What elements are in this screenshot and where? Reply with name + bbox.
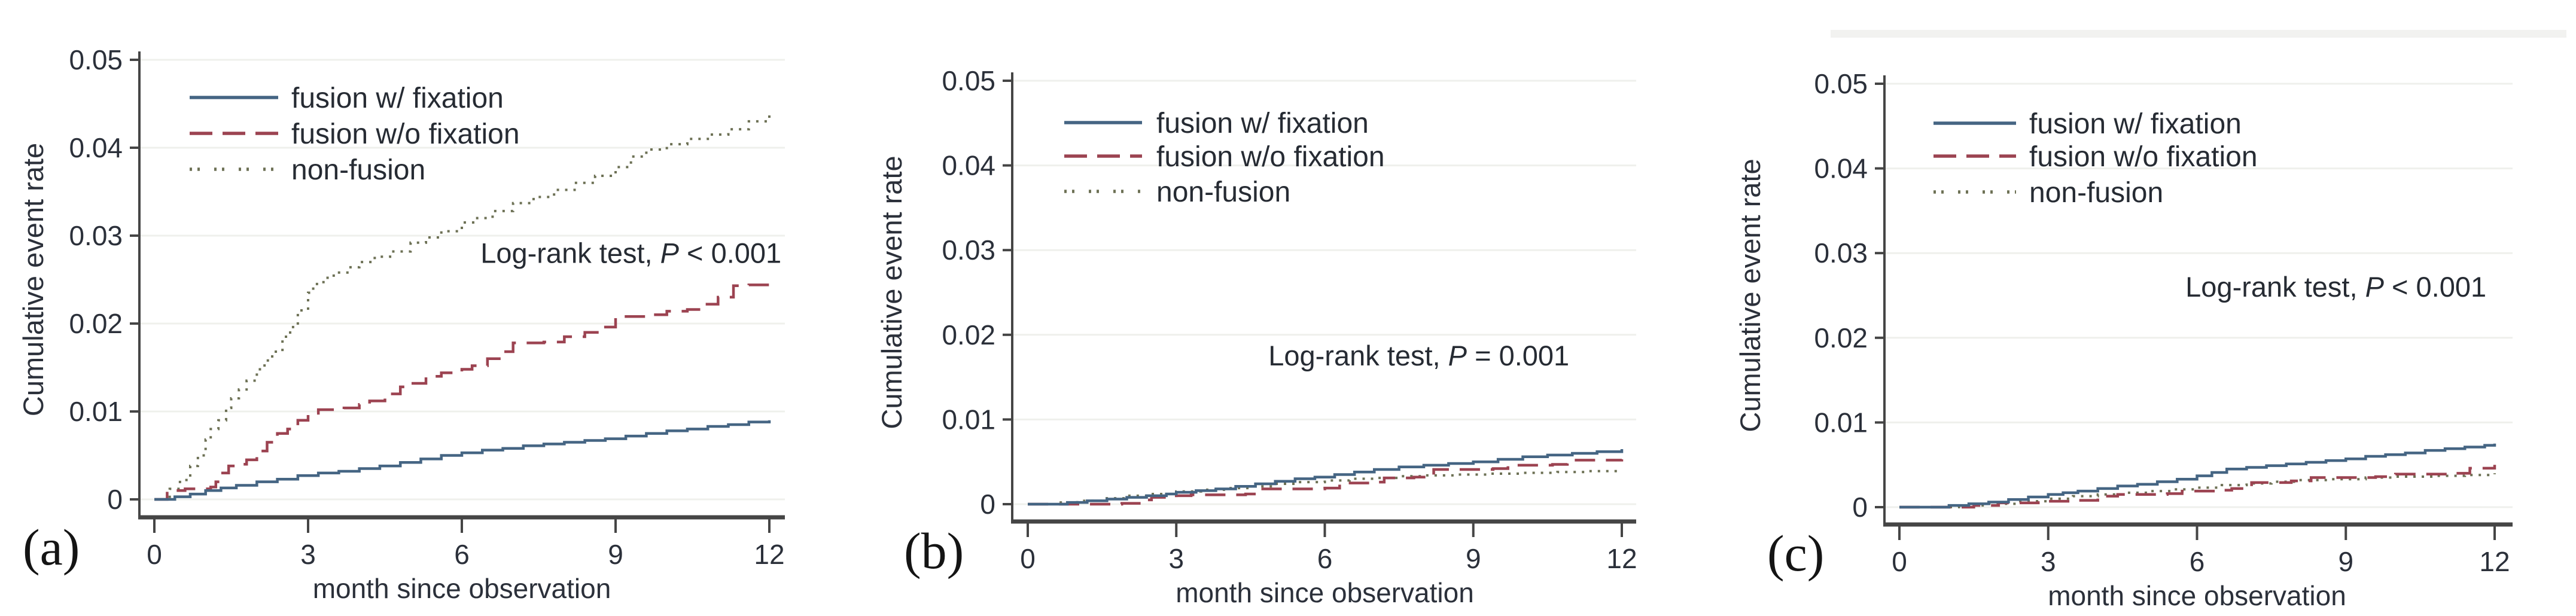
x-tick-label: 6 — [454, 539, 470, 570]
y-tick-label: 0.02 — [69, 308, 123, 339]
legend-label: fusion w/o fixation — [1156, 141, 1385, 173]
x-tick-label: 3 — [1168, 543, 1184, 574]
x-tick-label: 12 — [2479, 546, 2510, 577]
legend-label: non-fusion — [291, 154, 425, 186]
y-tick-label: 0.04 — [942, 150, 995, 181]
y-tick-label: 0.05 — [1814, 68, 1868, 99]
legend-label: fusion w/o fixation — [291, 118, 520, 150]
y-tick-label: 0.02 — [942, 319, 995, 350]
series-fusion-w-fixation — [1028, 449, 1624, 506]
y-tick-label: 0.04 — [1814, 153, 1868, 184]
x-tick-label: 9 — [2338, 546, 2353, 577]
series-fusion-w-fixation — [1899, 443, 2496, 509]
y-tick-label: 0.05 — [942, 65, 995, 96]
x-axis-title: month since observation — [1176, 577, 1474, 608]
series-non-fusion — [154, 112, 771, 501]
panel-b: 0 0.01 0.02 0.03 0.04 0.05 0 3 6 9 12 month since o… — [858, 0, 1717, 616]
x-axis-title: month since observation — [2048, 580, 2346, 611]
legend-label: non-fusion — [2029, 177, 2163, 209]
panel-c: 0 0.01 0.02 0.03 0.04 0.05 0 3 6 9 12 month since o… — [1717, 0, 2576, 616]
x-tick-label: 9 — [1466, 543, 1481, 574]
y-tick-label: 0.03 — [942, 234, 995, 266]
series-non-fusion — [1028, 469, 1623, 505]
x-tick-label: 3 — [2041, 546, 2056, 577]
km-plot-b: 0 0.01 0.02 0.03 0.04 0.05 0 3 6 9 12 month since o… — [876, 65, 1637, 608]
panel-letter-b: (b) — [904, 522, 964, 580]
legend-label: fusion w/o fixation — [2029, 141, 2258, 173]
x-tick-label: 3 — [300, 539, 316, 570]
x-tick-label: 6 — [2190, 546, 2205, 577]
km-plot-c: 0 0.01 0.02 0.03 0.04 0.05 0 3 6 9 12 month since o… — [1734, 30, 2566, 611]
km-plot-a: 0 0.01 0.02 0.03 0.04 0.05 0 3 6 9 12 month since o… — [17, 44, 785, 604]
y-axis-title: Cumulative event rate — [876, 155, 908, 429]
series-fusion-w-fixation — [154, 420, 771, 501]
x-axis-title: month since observation — [313, 573, 611, 604]
y-axis-title: Cumulative event rate — [1734, 158, 1766, 432]
y-tick-label: 0.04 — [69, 132, 123, 163]
top-band — [1831, 30, 2566, 38]
y-tick-label: 0 — [1852, 492, 1868, 523]
y-tick-label: 0.02 — [1814, 322, 1868, 353]
log-rank-annotation: Log-rank test, P = 0.001 — [1268, 340, 1569, 371]
y-tick-label: 0.03 — [1814, 237, 1868, 269]
y-tick-label: 0 — [980, 489, 995, 520]
y-tick-label: 0.01 — [942, 404, 995, 435]
y-tick-label: 0 — [107, 484, 123, 515]
series-fusion-wo-fixation — [1028, 459, 1624, 506]
x-tick-label: 0 — [147, 539, 162, 570]
y-tick-label: 0.01 — [69, 396, 123, 427]
y-tick-label: 0.01 — [1814, 407, 1868, 438]
y-tick-label: 0.03 — [69, 220, 123, 251]
x-tick-label: 9 — [608, 539, 623, 570]
legend-label: non-fusion — [1156, 176, 1290, 208]
panel-letter-a: (a) — [23, 519, 80, 576]
log-rank-annotation: Log-rank test, P < 0.001 — [480, 237, 781, 269]
legend-label: fusion w/ fixation — [291, 83, 504, 114]
panel-a: 0 0.01 0.02 0.03 0.04 0.05 0 3 6 9 12 month since o… — [0, 0, 858, 616]
series-fusion-wo-fixation — [1899, 465, 2496, 509]
panel-letter-c: (c) — [1767, 524, 1825, 582]
x-tick-label: 12 — [754, 539, 784, 570]
x-tick-label: 6 — [1317, 543, 1333, 574]
y-tick-label: 0.05 — [69, 44, 123, 75]
legend-label: fusion w/ fixation — [2029, 108, 2242, 140]
log-rank-annotation: Log-rank test, P < 0.001 — [2185, 271, 2486, 303]
x-tick-label: 0 — [1892, 546, 1907, 577]
legend-label: fusion w/ fixation — [1156, 108, 1369, 139]
y-axis-title: Cumulative event rate — [17, 143, 49, 416]
series-fusion-wo-fixation — [154, 283, 769, 501]
x-tick-label: 12 — [1606, 543, 1637, 574]
x-tick-label: 0 — [1020, 543, 1036, 574]
